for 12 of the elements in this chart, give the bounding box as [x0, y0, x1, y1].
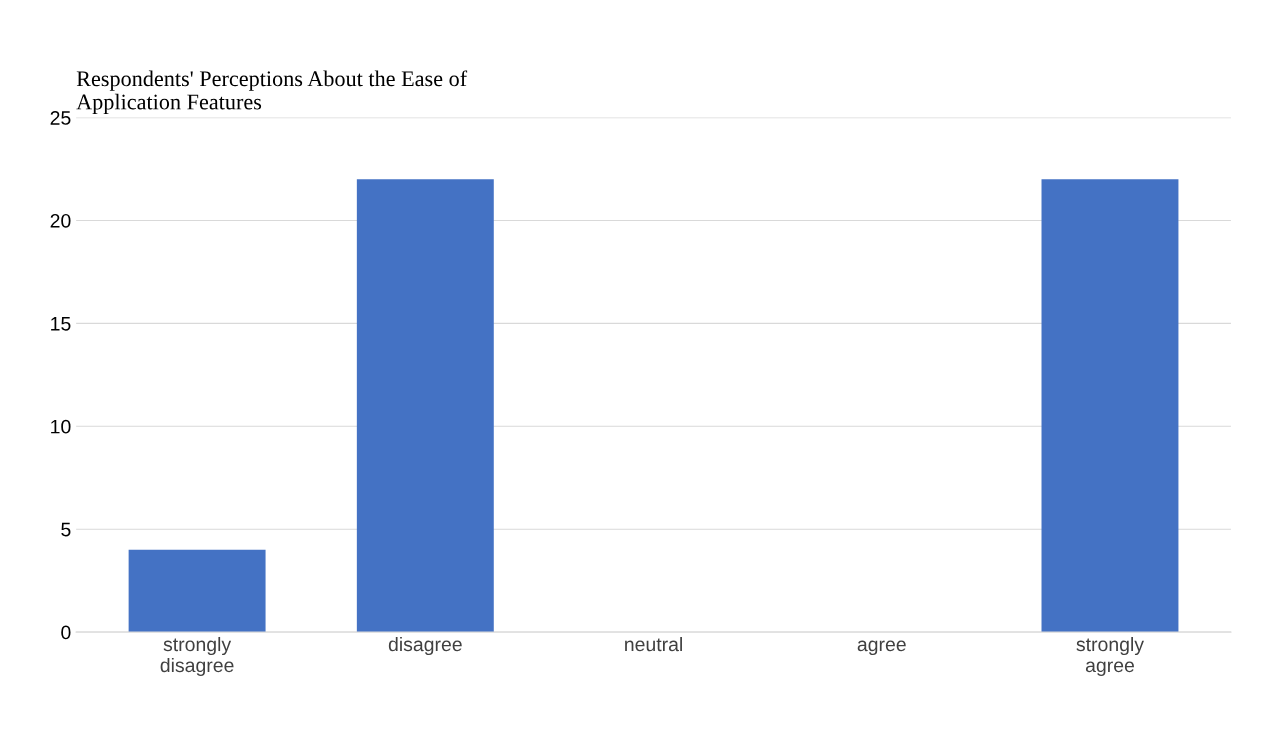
chart-title: Respondents' Perceptions About the Ease of Application Features: [76, 70, 468, 114]
y-tick-label: 15: [51, 317, 71, 331]
y-tick-label: 5: [61, 522, 71, 537]
y-tick-label: 20: [50, 213, 71, 228]
y-tick-label: 25: [50, 111, 71, 125]
x-tick-label: strongly agree: [1076, 636, 1144, 677]
y-tick-label: 10: [51, 419, 71, 434]
x-tick-label: disagree: [388, 636, 462, 656]
x-tick-label: agree: [857, 640, 906, 656]
x-tick-label: neutral: [625, 636, 682, 652]
y-tick-label: 0: [61, 625, 71, 640]
x-tick-label: strongly disagree: [160, 636, 234, 677]
